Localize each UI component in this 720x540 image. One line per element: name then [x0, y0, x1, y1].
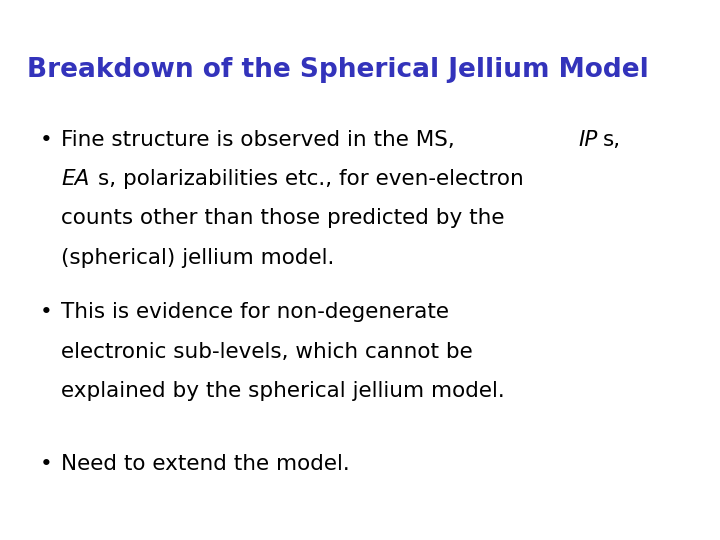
Text: Breakdown of the Spherical Jellium Model: Breakdown of the Spherical Jellium Model [27, 57, 649, 83]
Text: electronic sub-levels, which cannot be: electronic sub-levels, which cannot be [61, 342, 473, 362]
Text: s,: s, [603, 130, 621, 150]
Text: IP: IP [578, 130, 598, 150]
Text: Fine structure is observed in the MS,: Fine structure is observed in the MS, [61, 130, 462, 150]
Text: counts other than those predicted by the: counts other than those predicted by the [61, 208, 505, 228]
Text: •: • [40, 130, 53, 150]
Text: s, polarizabilities etc., for even-electron: s, polarizabilities etc., for even-elect… [98, 169, 523, 189]
Text: This is evidence for non-degenerate: This is evidence for non-degenerate [61, 302, 449, 322]
Text: explained by the spherical jellium model.: explained by the spherical jellium model… [61, 381, 505, 401]
Text: •: • [40, 302, 53, 322]
Text: EA: EA [61, 169, 89, 189]
Text: Need to extend the model.: Need to extend the model. [61, 454, 350, 474]
Text: (spherical) jellium model.: (spherical) jellium model. [61, 248, 335, 268]
Text: •: • [40, 454, 53, 474]
